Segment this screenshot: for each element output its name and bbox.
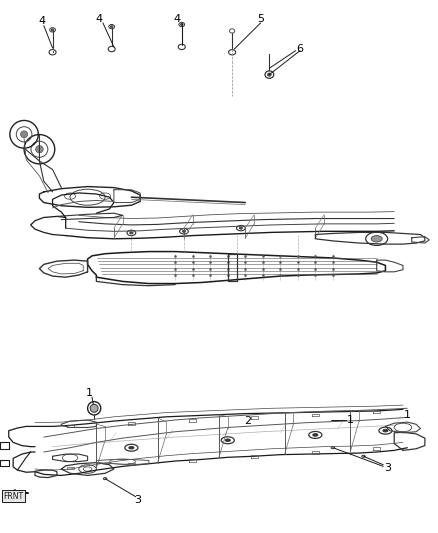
Ellipse shape [90, 405, 98, 413]
Ellipse shape [51, 29, 54, 31]
Ellipse shape [35, 146, 43, 153]
Text: 1: 1 [86, 389, 93, 398]
Ellipse shape [130, 232, 133, 234]
Text: 4: 4 [174, 14, 181, 23]
Ellipse shape [180, 23, 183, 26]
Ellipse shape [21, 131, 28, 138]
Ellipse shape [239, 227, 243, 229]
Text: FRNT: FRNT [3, 492, 23, 500]
Text: 2: 2 [244, 416, 251, 426]
Text: 3: 3 [134, 495, 141, 505]
Ellipse shape [371, 236, 382, 242]
Ellipse shape [383, 430, 388, 432]
Ellipse shape [225, 439, 230, 441]
Text: 1: 1 [347, 415, 354, 425]
Ellipse shape [110, 26, 113, 28]
Ellipse shape [268, 73, 271, 76]
Ellipse shape [182, 230, 186, 232]
Text: 1: 1 [404, 410, 411, 419]
Text: 6: 6 [297, 44, 304, 54]
Text: 5: 5 [257, 14, 264, 23]
Ellipse shape [129, 446, 134, 449]
Text: 3: 3 [384, 463, 391, 473]
Text: 4: 4 [38, 17, 45, 26]
Text: 4: 4 [95, 14, 102, 23]
Ellipse shape [313, 433, 318, 436]
